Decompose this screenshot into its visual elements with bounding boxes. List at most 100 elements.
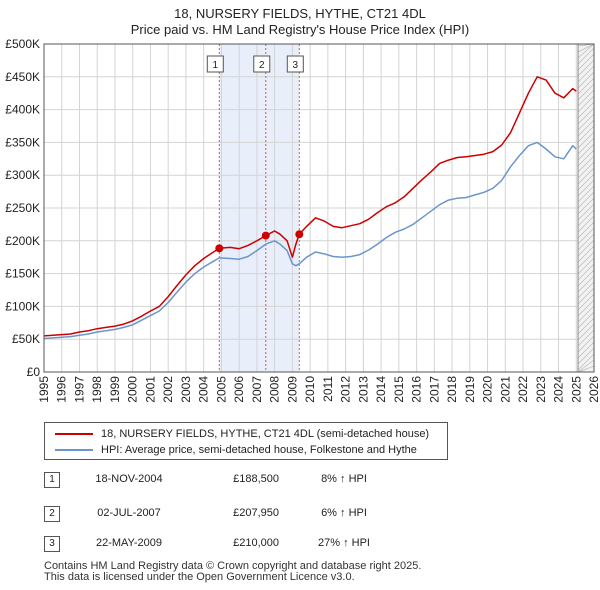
- price-chart: 1 2 3 £0 £50K £100K £150K £200K £250K £300K £350K…: [5, 37, 600, 403]
- plot-frame: [43, 43, 595, 373]
- hatch-stroke: [577, 233, 595, 251]
- hatch-stroke: [577, 65, 595, 83]
- series-lines: [43, 76, 577, 340]
- hatch-stroke: [577, 131, 595, 149]
- x-tick-label: 2015: [392, 376, 406, 403]
- legend-label-hpi: HPI: Average price, semi-detached house,…: [101, 444, 417, 456]
- sale-points: [215, 230, 304, 253]
- chart-title-line-2: Price paid vs. HM Land Registry's House …: [130, 22, 470, 37]
- hatch-stroke: [577, 209, 595, 227]
- y-tick-label: £400K: [5, 103, 40, 117]
- x-tick-label: 2003: [179, 376, 193, 403]
- hatch-stroke: [577, 59, 595, 77]
- footer: Contains HM Land Registry data © Crown c…: [44, 561, 421, 583]
- x-tick-label: 2009: [285, 376, 299, 403]
- hatch-stroke: [577, 155, 595, 173]
- chart-legend: 18, NURSERY FIELDS, HYTHE, CT21 4DL (sem…: [44, 422, 448, 460]
- legend-item-property: 18, NURSERY FIELDS, HYTHE, CT21 4DL (sem…: [55, 426, 429, 442]
- hatch-stroke: [577, 221, 595, 239]
- hatch-stroke: [577, 43, 595, 53]
- y-tick-label: £200K: [5, 234, 40, 248]
- x-tick-label: 2001: [143, 376, 157, 403]
- y-tick-label: £300K: [5, 168, 40, 182]
- x-tick-label: 2024: [552, 376, 566, 403]
- hatch-stroke: [577, 149, 595, 167]
- property-series-line: [43, 76, 577, 337]
- x-tick-label: 2016: [410, 376, 424, 403]
- hatch-stroke: [577, 53, 595, 71]
- hatch-stroke: [577, 191, 595, 209]
- hatch-stroke: [577, 305, 595, 323]
- y-tick-label: £500K: [5, 37, 40, 51]
- sale-hpi-change: 27% ↑ HPI: [318, 537, 370, 549]
- hatch-stroke: [577, 77, 595, 95]
- sale-row: 3 22-MAY-2009 £210,000 27% ↑ HPI: [44, 536, 404, 554]
- hatch-stroke: [577, 179, 595, 197]
- hatch-stroke: [577, 239, 595, 257]
- y-tick-label: £250K: [5, 201, 40, 215]
- hatch-stroke: [577, 113, 595, 131]
- hatch-stroke: [577, 323, 595, 341]
- hatch-stroke: [577, 335, 595, 353]
- future-region-fill: [578, 44, 594, 372]
- hatch-stroke: [577, 143, 595, 161]
- x-tick-label: 2014: [374, 376, 388, 403]
- footer-copyright: Contains HM Land Registry data © Crown c…: [44, 560, 422, 572]
- x-tick-label: 2017: [427, 376, 441, 403]
- x-tick-label: 2008: [268, 376, 282, 403]
- chart-title: 18, NURSERY FIELDS, HYTHE, CT21 4DL Pric…: [0, 6, 600, 38]
- sale-price: £188,500: [233, 473, 279, 485]
- hatch-stroke: [577, 275, 595, 293]
- hatch-stroke: [577, 227, 595, 245]
- x-tick-label: 2020: [481, 376, 495, 403]
- x-tick-label: 2012: [339, 376, 353, 403]
- x-tick-label: 2022: [516, 376, 530, 403]
- sale-marker-box: [253, 55, 271, 73]
- x-tick-label: 2018: [445, 376, 459, 403]
- sale-row: 2 02-JUL-2007 £207,950 6% ↑ HPI: [44, 506, 404, 524]
- x-tick-label: 2000: [126, 376, 140, 403]
- hatch-stroke: [577, 167, 595, 185]
- x-tick-label: 1995: [37, 376, 51, 403]
- x-tick-labels: 1995 1996 1997 1998 1999 2000 2001 2002 2003 2004…: [37, 376, 600, 403]
- sale-point: [261, 231, 270, 240]
- x-tick-label: 2023: [534, 376, 548, 403]
- y-tick-label: £350K: [5, 135, 40, 149]
- hatch-stroke: [577, 161, 595, 179]
- sale-number-badge: 1: [44, 472, 60, 488]
- axes: [43, 43, 595, 373]
- x-tick-label: 1998: [90, 376, 104, 403]
- sale-point: [215, 244, 224, 253]
- sale-date: 02-JUL-2007: [97, 507, 161, 519]
- hatch-stroke: [577, 43, 595, 59]
- sale-number-markers: 1 2 3: [206, 55, 304, 73]
- legend-item-hpi: HPI: Average price, semi-detached house,…: [55, 442, 417, 458]
- x-tick-label: 1999: [108, 376, 122, 403]
- sale-hpi-change: 6% ↑ HPI: [321, 507, 367, 519]
- y-tick-label: £0: [27, 365, 41, 379]
- hatch-stroke: [577, 341, 595, 359]
- sale-hpi-change: 8% ↑ HPI: [321, 473, 367, 485]
- sale-marker-number: 3: [293, 60, 299, 71]
- y-tick-label: £150K: [5, 267, 40, 281]
- hatch-stroke: [577, 311, 595, 329]
- hatch-stroke: [577, 269, 595, 287]
- x-tick-label: 2013: [356, 376, 370, 403]
- y-tick-label: £50K: [12, 332, 40, 346]
- hatch-stroke: [577, 173, 595, 191]
- x-tick-label: 2007: [250, 376, 264, 403]
- hatch-stroke: [577, 299, 595, 317]
- hatch-stroke: [577, 197, 595, 215]
- hatch-stroke: [577, 257, 595, 275]
- hatch-stroke: [577, 353, 595, 371]
- x-tick-label: 2011: [321, 376, 335, 402]
- hatch-stroke: [577, 317, 595, 335]
- footer-licence: This data is licensed under the Open Gov…: [44, 571, 355, 583]
- legend-label-property: 18, NURSERY FIELDS, HYTHE, CT21 4DL (sem…: [101, 428, 430, 440]
- y-tick-label: £100K: [5, 299, 40, 313]
- hatch-stroke: [577, 293, 595, 311]
- future-hatch-region: [577, 43, 595, 373]
- hatch-stroke: [577, 125, 595, 143]
- hatch-stroke: [577, 185, 595, 203]
- hatch-stroke: [577, 347, 595, 365]
